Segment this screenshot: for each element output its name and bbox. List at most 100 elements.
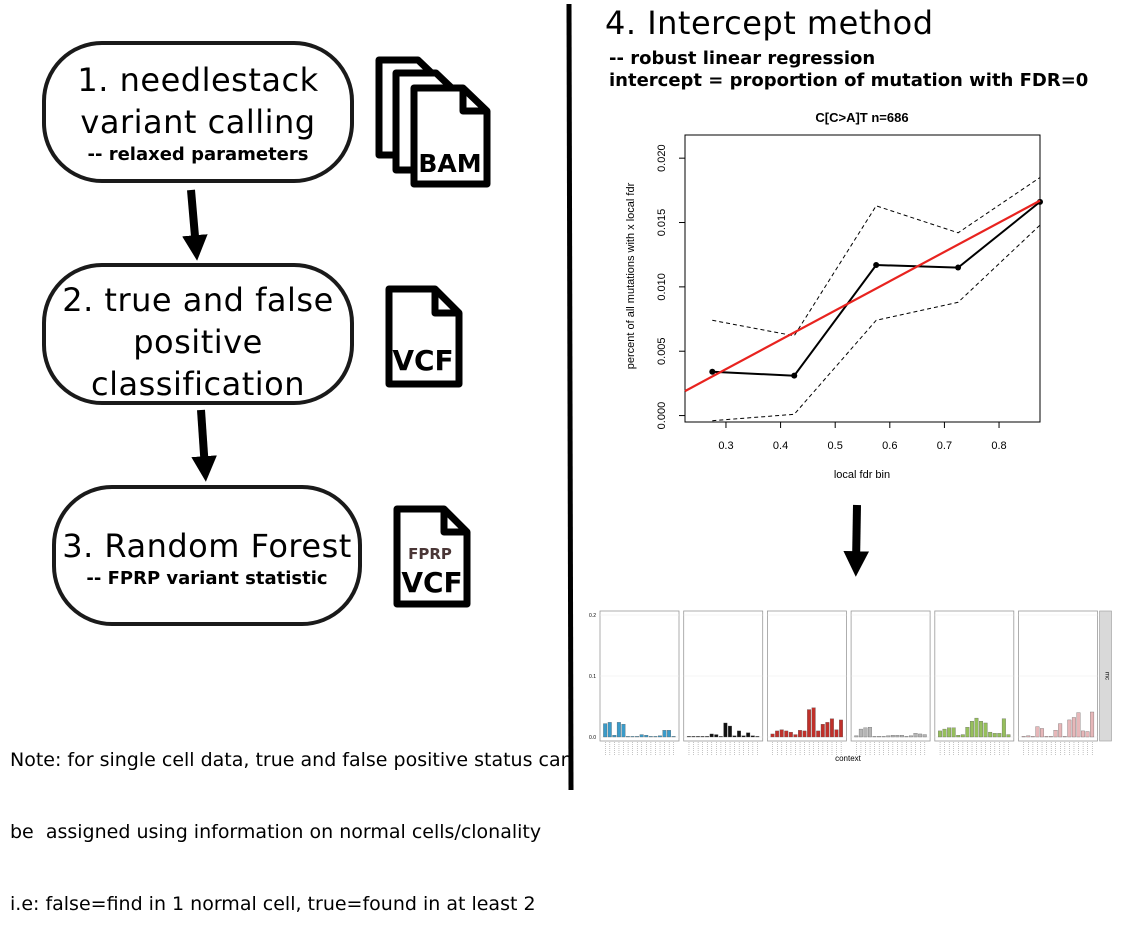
signature-bar <box>997 733 1002 738</box>
signature-bar <box>886 735 891 738</box>
signature-bar <box>644 735 649 738</box>
signature-bar <box>616 722 621 738</box>
signature-bar <box>807 709 812 738</box>
note-line-2: be assigned using information on normal … <box>10 821 542 843</box>
signature-bar <box>802 730 807 738</box>
vcf2-label: VCF <box>401 566 462 599</box>
signature-strip-label: mc <box>1104 672 1110 680</box>
signature-strip <box>1099 610 1112 742</box>
signature-bar <box>1085 731 1090 738</box>
signature-bar <box>1053 730 1058 738</box>
signature-bar <box>956 735 961 738</box>
signature-bar <box>1090 711 1095 738</box>
signature-chart-xlabel: context <box>835 754 862 763</box>
signature-bar <box>909 735 913 738</box>
signature-bar <box>1021 736 1026 738</box>
observed-point <box>791 372 798 379</box>
regression-plot-frame <box>684 134 1041 423</box>
signature-bar <box>922 734 927 738</box>
signature-bar <box>1030 736 1035 738</box>
signature-bar <box>741 735 746 738</box>
signature-bar <box>938 730 942 738</box>
step-classification-box: 2. true and false positive classificatio… <box>42 263 354 405</box>
arrow-step1-to-step2 <box>182 189 208 261</box>
signature-bar <box>974 717 979 738</box>
signature-bar <box>612 735 617 738</box>
signature-bar <box>947 727 952 738</box>
signature-bar <box>1076 712 1081 738</box>
signature-bar <box>863 727 868 738</box>
x-tick-label: 0.7 <box>937 440 952 452</box>
step-1-subtitle: -- relaxed parameters <box>87 144 309 165</box>
signature-y-tick-label: 0.0 <box>589 735 596 741</box>
signature-bar <box>839 719 843 738</box>
signature-bar <box>1035 726 1040 738</box>
signature-bar <box>904 736 909 738</box>
step-random-forest-box: 3. Random Forest -- FPRP variant statist… <box>52 485 362 626</box>
x-tick-label: 0.5 <box>828 440 843 452</box>
observed-point <box>873 261 880 268</box>
signature-bar <box>648 736 653 738</box>
signature-bar <box>1067 719 1072 738</box>
regression-chart-title: C[C>A]T n=686 <box>815 110 908 125</box>
signature-bar <box>1058 723 1063 738</box>
y-tick-label: 0.000 <box>656 402 668 430</box>
regression-chart: C[C>A]T n=686 local fdr bin percent of a… <box>625 110 1043 481</box>
signature-y-tick-label: 0.2 <box>589 613 596 619</box>
signature-bar <box>820 724 825 738</box>
signature-bar <box>1001 718 1006 738</box>
signature-bar <box>709 733 714 738</box>
signature-bar <box>750 735 755 738</box>
signature-bar <box>1049 736 1053 738</box>
signature-bar <box>653 736 658 738</box>
signature-bar <box>630 736 635 738</box>
signature-bar <box>988 731 993 738</box>
signature-bar <box>746 732 751 738</box>
x-tick-label: 0.4 <box>773 440 788 452</box>
signature-bar <box>1040 728 1044 738</box>
signature-bar <box>732 735 737 738</box>
signature-bar <box>718 736 723 738</box>
method-subtitle-line-1: -- robust linear regression <box>609 48 876 69</box>
signature-bar <box>700 736 705 738</box>
signature-bar <box>816 730 821 738</box>
signature-bar <box>737 730 741 738</box>
signature-bar <box>913 733 918 738</box>
method-subtitle: -- robust linear regression intercept = … <box>609 48 1088 92</box>
signature-bar <box>834 729 839 738</box>
signature-bar <box>662 730 667 738</box>
signature-bar <box>770 733 775 738</box>
signature-bar <box>992 733 997 738</box>
signature-bar <box>858 728 863 738</box>
step-3-subtitle: -- FPRP variant statistic <box>86 568 328 589</box>
signature-bar <box>890 735 895 738</box>
fprp-label: FPRP <box>408 545 452 563</box>
signature-y-tick-label: 0.1 <box>589 674 596 680</box>
signature-bar <box>728 725 732 738</box>
signature-bar <box>1006 734 1011 738</box>
signature-bar <box>969 720 974 738</box>
signature-bar <box>983 722 988 738</box>
regression-line <box>684 199 1041 393</box>
signature-bar <box>658 735 662 738</box>
signature-bar <box>691 736 696 738</box>
x-tick-label: 0.3 <box>718 440 733 452</box>
arrow-to-signature <box>843 504 870 577</box>
observed-point <box>709 368 716 375</box>
method-title: 4. Intercept method <box>605 4 934 42</box>
signature-bar <box>825 722 830 738</box>
y-tick-label: 0.015 <box>656 209 668 237</box>
signature-bar <box>775 730 780 738</box>
confidence-bound-line <box>712 224 1041 422</box>
step-2-title-line-3: classification <box>91 365 305 403</box>
note-line-3: i.e: false=find in 1 normal cell, true=f… <box>10 893 536 915</box>
signature-bar <box>626 736 630 738</box>
y-tick-label: 0.005 <box>656 337 668 365</box>
signature-bar <box>1062 736 1067 738</box>
signature-bar <box>639 734 644 738</box>
signature-bar <box>696 736 700 738</box>
arrow-step2-to-step3 <box>191 409 217 482</box>
fprp-vcf-file-icon <box>393 505 471 608</box>
signature-bar <box>788 731 793 738</box>
step-2-title-line-2: positive <box>133 323 263 361</box>
